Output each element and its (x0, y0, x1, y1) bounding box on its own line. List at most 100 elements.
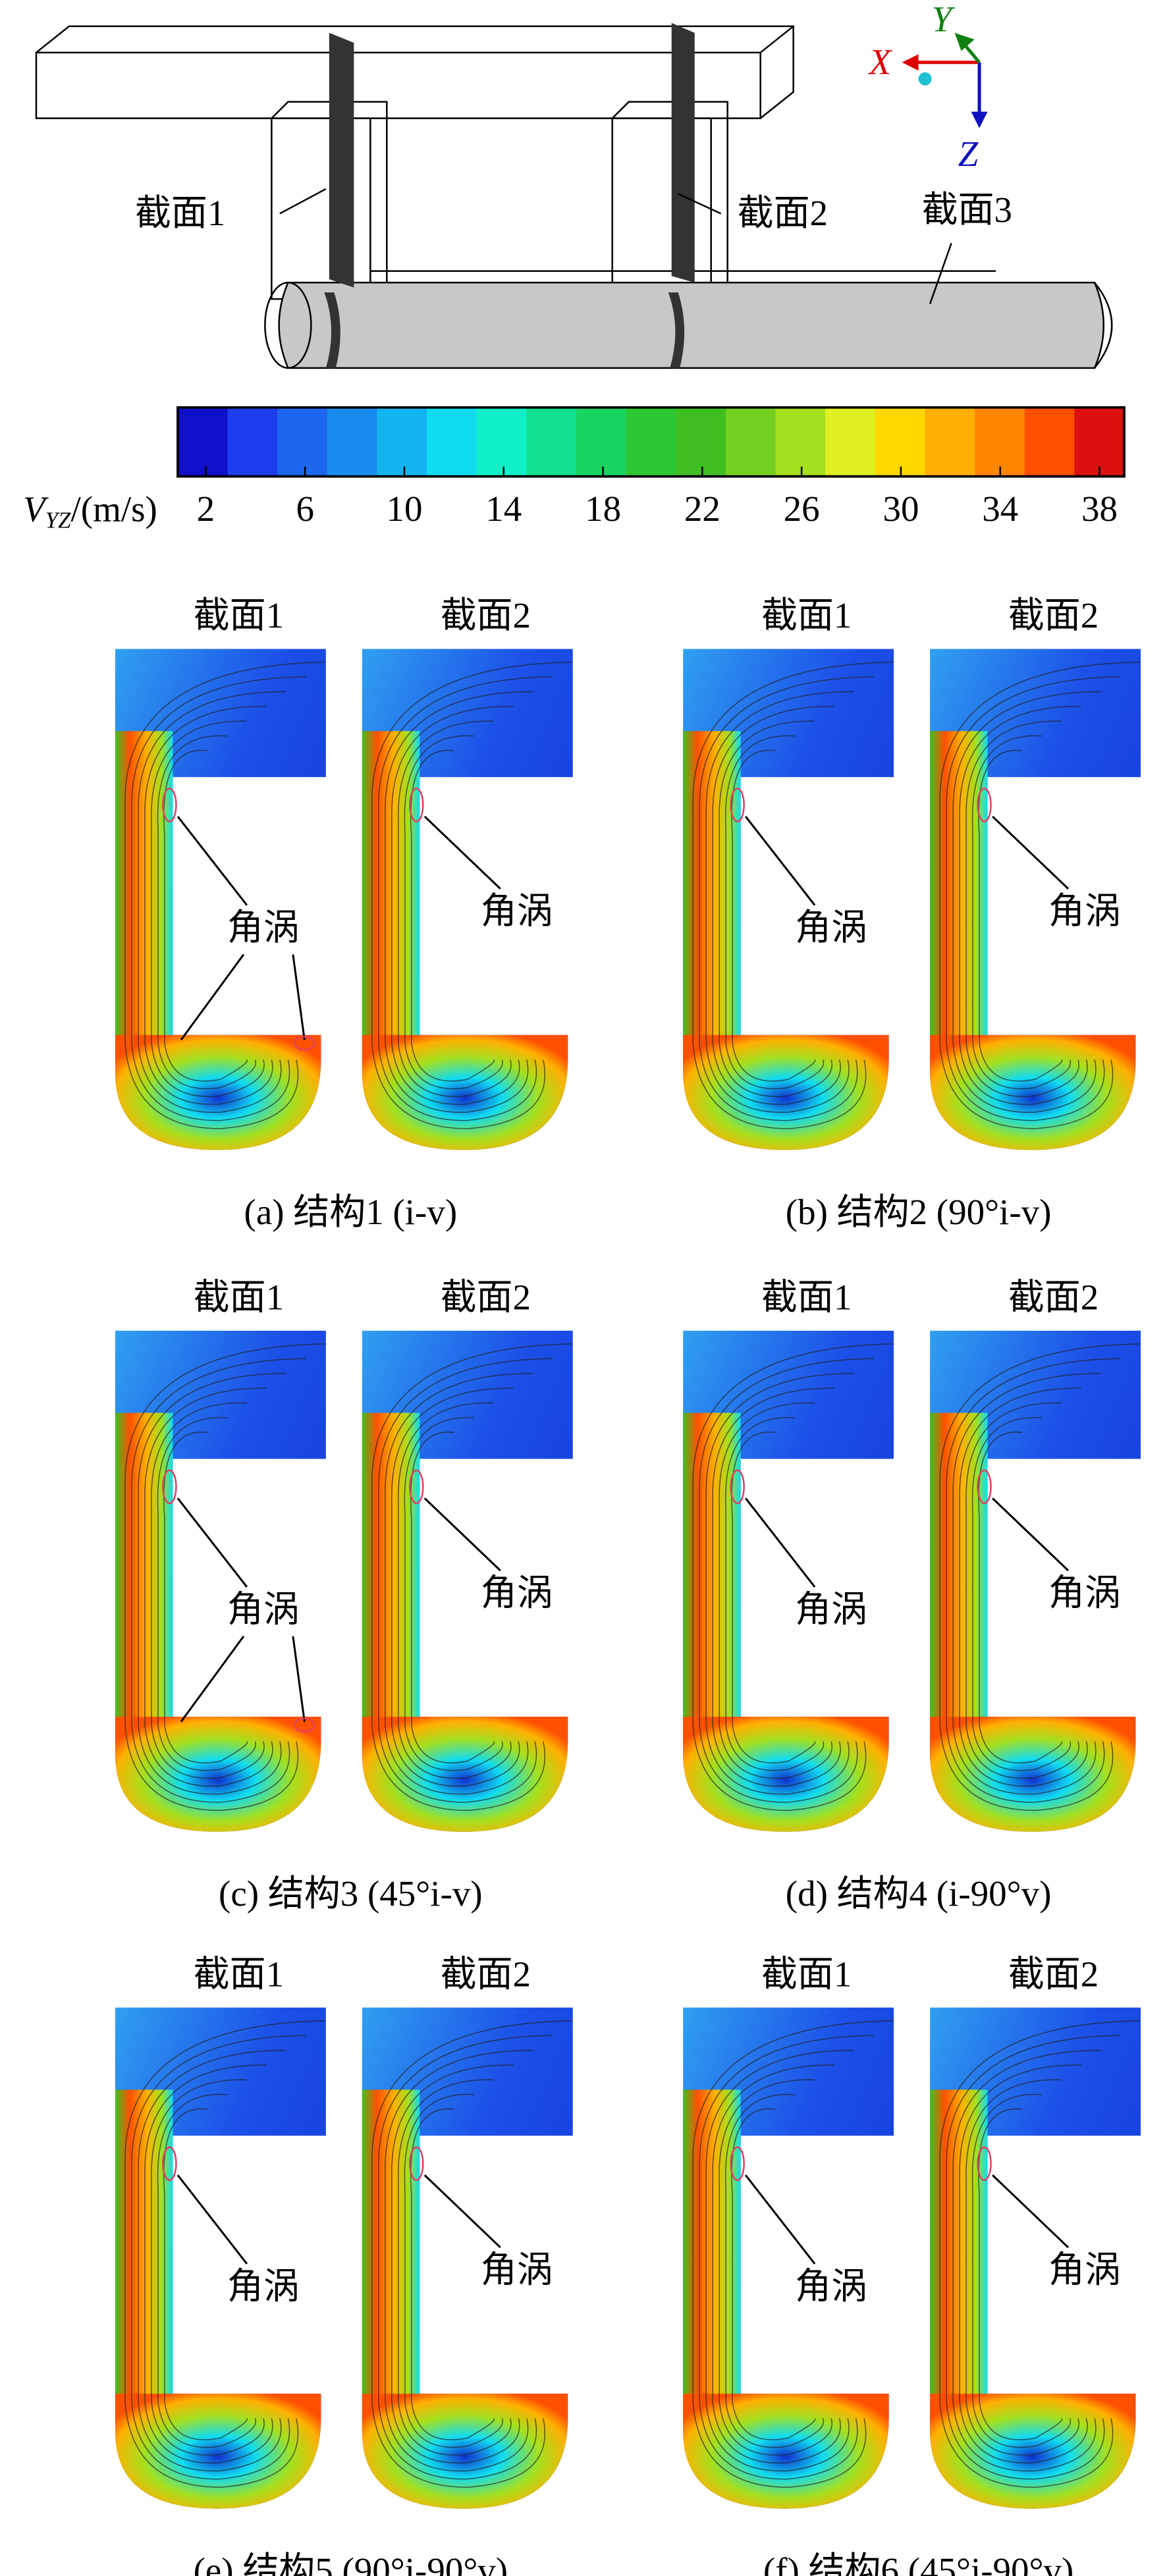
leader (929, 242, 952, 304)
edge (759, 25, 794, 53)
leader (279, 188, 327, 215)
contour-bottom (362, 1034, 568, 1150)
section-contour (115, 649, 326, 1150)
colorbar-tick-label: 26 (784, 489, 820, 529)
colorbar-band (925, 407, 976, 477)
streamline (946, 676, 1122, 1121)
streamline (939, 661, 1141, 1129)
streamline (163, 1432, 248, 1763)
streamline (705, 691, 855, 1113)
colorbar-tick-label: 2 (197, 489, 215, 529)
streamline (385, 691, 533, 1113)
streamline (157, 1417, 256, 1771)
leader-line (992, 2174, 1070, 2249)
streamline (692, 2020, 894, 2488)
vortex (162, 2146, 177, 2181)
streamline (724, 2093, 825, 2448)
section-contour (362, 2007, 573, 2509)
vortex (162, 788, 177, 822)
colorbar-band (427, 407, 477, 477)
section-title: 截面1 (761, 1277, 852, 1318)
colorbar-band (327, 407, 378, 477)
panel-caption: (b) 结构2 (90°i-v) (786, 1192, 1052, 1232)
streamline (151, 1402, 265, 1779)
streamline (952, 1372, 1102, 1795)
streamline (391, 1387, 520, 1787)
leader-line (176, 2174, 248, 2265)
annotation: 角涡 (795, 907, 867, 948)
contour-bottom (683, 1717, 889, 1832)
streamline (371, 661, 573, 1129)
colorbar-tick-label: 10 (387, 489, 423, 529)
leader-line (744, 816, 816, 906)
schematic: 截面1 截面2 截面3 X Y Z (35, 0, 1113, 369)
panel-caption: (e) 结构5 (90°i-90°v) (194, 2550, 508, 2576)
section-title: 截面1 (761, 595, 852, 635)
panel-caption: (f) 结构6 (45°i-90°v) (763, 2550, 1073, 2576)
cylinder-end (264, 281, 312, 369)
streamline (939, 2020, 1141, 2488)
streamline (410, 2108, 495, 2440)
colorbar-tick-label: 18 (585, 489, 621, 529)
streamline (978, 749, 1063, 1082)
streamline (385, 1372, 533, 1795)
colorbar-band (576, 407, 627, 477)
section-title: 截面1 (761, 1954, 852, 1994)
streamline (138, 691, 286, 1113)
contour-bottom (683, 1034, 889, 1150)
section-title: 截面1 (194, 1277, 284, 1318)
section-contour (683, 2007, 894, 2509)
streamline (385, 2049, 533, 2472)
annotation: 角涡 (795, 1590, 867, 1630)
streamline (965, 2079, 1079, 2456)
streamline (971, 2093, 1072, 2448)
section-contour (362, 1330, 573, 1832)
annotation: 角涡 (227, 2267, 300, 2307)
leader-line (292, 1636, 306, 1722)
streamline (131, 676, 306, 1121)
section-contour (115, 2007, 326, 2509)
riser-1 (271, 117, 371, 300)
leader-line (180, 953, 245, 1041)
streamline (157, 735, 256, 1090)
colorbar-band (377, 407, 428, 477)
streamline (692, 661, 894, 1129)
contour-bottom (930, 1717, 1136, 1832)
vortex (409, 2146, 424, 2181)
colorbar-band (277, 407, 329, 477)
vortex (977, 2146, 992, 2181)
plate-2 (671, 22, 695, 283)
streamline (138, 2049, 286, 2472)
streamline (719, 720, 833, 1097)
riser-2 (611, 117, 712, 300)
streamline (731, 2108, 816, 2440)
streamline (124, 661, 326, 1129)
colorbar-band (1024, 407, 1075, 477)
streamline (699, 676, 875, 1121)
contour-bottom (115, 1034, 321, 1150)
section-label: 截面2 (738, 193, 828, 233)
colorbar-tick-label: 14 (485, 489, 522, 529)
section-contour (930, 2007, 1141, 2509)
section-title: 截面2 (1008, 1954, 1099, 1994)
vortex (730, 2146, 745, 2181)
contour-bottom (362, 2394, 568, 2509)
streamline (971, 735, 1072, 1090)
streamline (705, 1372, 855, 1795)
leader-line (176, 1497, 248, 1588)
streamline (144, 706, 273, 1105)
section-title: 截面2 (1008, 595, 1099, 635)
leader-line (744, 2174, 816, 2265)
colorbar-band (476, 407, 528, 477)
annotation: 角涡 (795, 2267, 867, 2307)
streamline (959, 706, 1088, 1105)
vortex (409, 788, 424, 822)
axis-label: Y (932, 0, 956, 40)
vortex (730, 1469, 745, 1505)
streamline (410, 749, 495, 1082)
streamline (946, 2035, 1122, 2480)
streamline (946, 1358, 1122, 1803)
streamline (391, 706, 520, 1105)
contour-bottom (362, 1717, 568, 1832)
